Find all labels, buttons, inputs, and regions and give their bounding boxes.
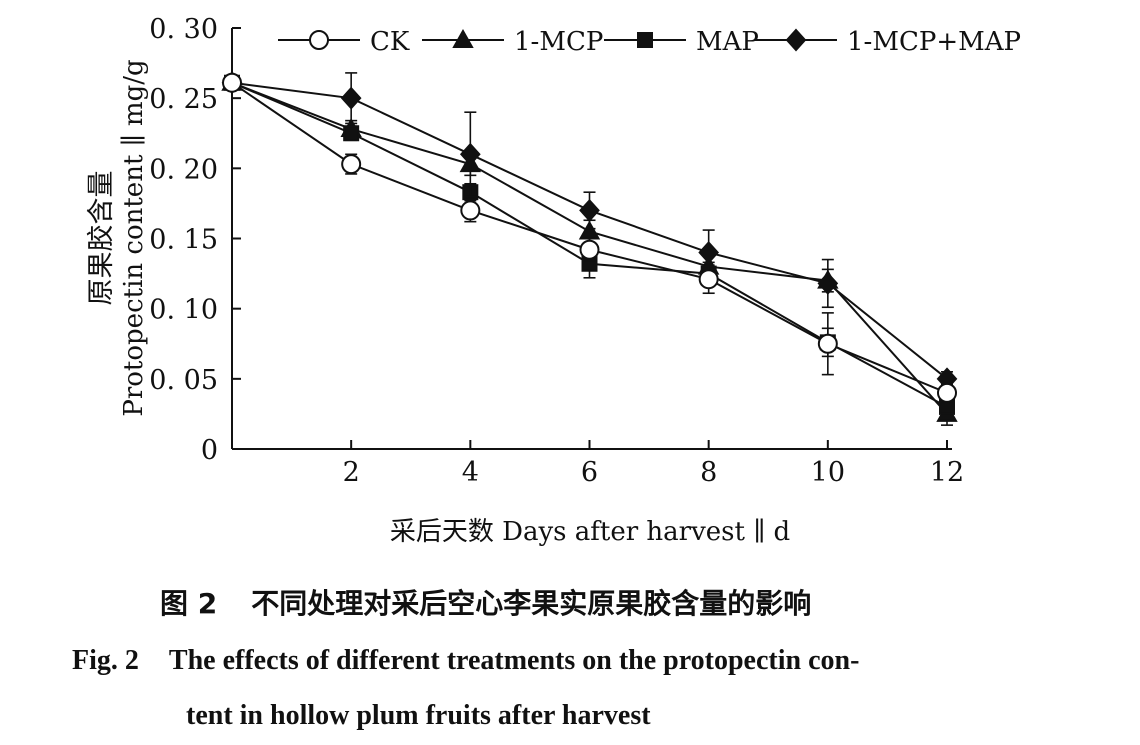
y-tick-label: 0. 10 bbox=[149, 295, 218, 326]
figure-caption-cn: 图 2 不同处理对采后空心李果实原果胶含量的影响 bbox=[160, 582, 811, 622]
x-tick-label: 12 bbox=[930, 457, 964, 488]
data-point bbox=[459, 142, 481, 166]
legend-marker bbox=[452, 28, 474, 48]
y-axis-label-en: Protopectin content ∥ mg/g bbox=[119, 59, 149, 416]
legend-item: CK bbox=[278, 27, 410, 57]
legend-label: 1-MCP bbox=[514, 27, 603, 57]
series-CK bbox=[222, 72, 957, 403]
figure-title-en-line1: The effects of different treatments on t… bbox=[168, 645, 860, 676]
legend-label: CK bbox=[370, 27, 410, 57]
data-point bbox=[579, 239, 600, 260]
legend-item: MAP bbox=[604, 27, 759, 57]
y-tick-label: 0. 05 bbox=[149, 365, 218, 396]
legend-marker bbox=[785, 28, 807, 52]
x-tick-label: 2 bbox=[343, 457, 360, 488]
y-tick-label: 0. 25 bbox=[149, 84, 218, 115]
data-point bbox=[222, 72, 242, 93]
figure-caption-en-line2: tent in hollow plum fruits after harvest bbox=[186, 700, 651, 731]
figure-label-en: Fig. 2 bbox=[72, 645, 139, 676]
x-tick-label: 6 bbox=[581, 457, 598, 488]
figure-caption-en: Fig. 2 The effects of different treatment… bbox=[72, 645, 859, 677]
figure-label-cn: 图 2 bbox=[160, 587, 218, 620]
legend-marker bbox=[637, 32, 653, 48]
legend-item: 1-MCP+MAP bbox=[755, 27, 1021, 57]
y-axis-label-cn: 原果胶含量 bbox=[86, 171, 117, 306]
y-tick-label: 0. 15 bbox=[149, 225, 218, 256]
data-point bbox=[343, 125, 360, 142]
data-point bbox=[340, 86, 362, 110]
x-tick-label: 10 bbox=[811, 457, 845, 488]
data-point bbox=[341, 154, 362, 175]
x-tick-label: 4 bbox=[462, 457, 479, 488]
y-tick-label: 0. 20 bbox=[149, 154, 218, 185]
chart: 00. 050. 100. 150. 200. 250. 302 4 6 8 10 12 … bbox=[86, 14, 1022, 547]
figure-title-cn: 不同处理对采后空心李果实原果胶含量的影响 bbox=[251, 587, 812, 620]
data-point bbox=[698, 269, 719, 290]
data-point bbox=[817, 271, 839, 295]
data-point bbox=[698, 241, 720, 265]
legend-marker bbox=[309, 30, 329, 50]
legend-item: 1-MCP bbox=[422, 27, 603, 57]
legend: CK 1-MCP MAP 1-MCP+MAP bbox=[278, 27, 1021, 57]
y-tick-label: 0. 30 bbox=[149, 14, 218, 45]
data-point bbox=[579, 198, 600, 222]
y-tick-label: 0 bbox=[201, 435, 218, 466]
data-point bbox=[460, 200, 481, 221]
x-axis-label: 采后天数 Days after harvest ∥ d bbox=[390, 517, 790, 547]
legend-label: MAP bbox=[696, 27, 759, 57]
x-tick-label: 8 bbox=[700, 457, 717, 488]
data-point bbox=[937, 382, 957, 403]
data-point bbox=[817, 333, 838, 354]
legend-label: 1-MCP+MAP bbox=[847, 27, 1021, 57]
